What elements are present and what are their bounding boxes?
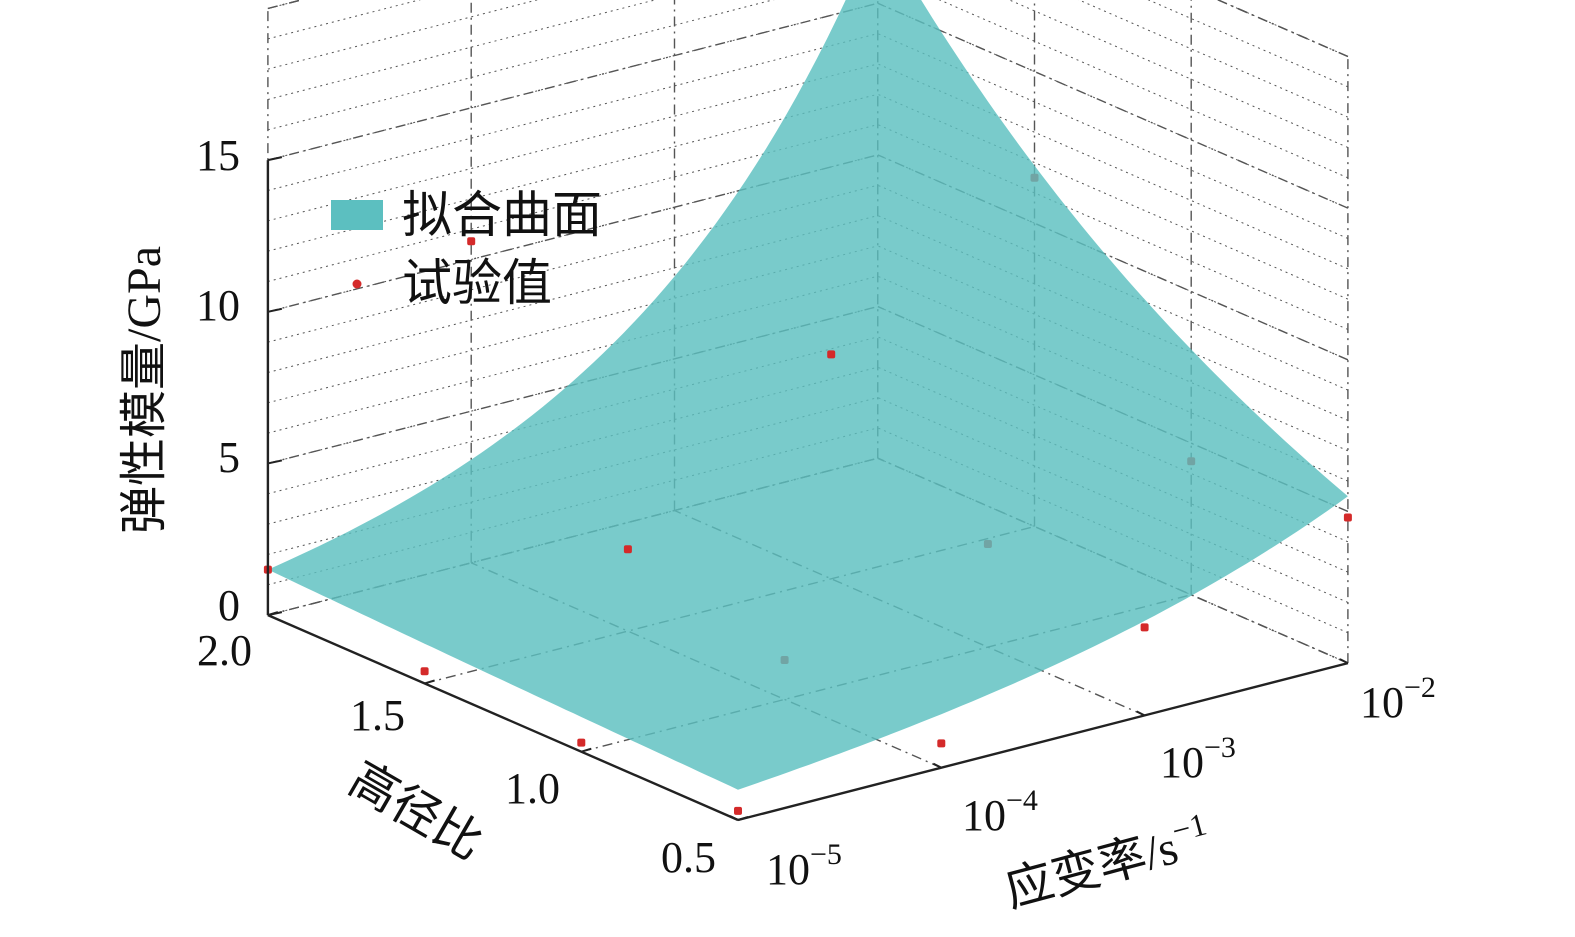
legend-surface-swatch <box>331 200 383 230</box>
test-point <box>827 350 836 359</box>
tick-labels: 0 5 10 15 0.5 1.0 1.5 2.0 10−5 10−4 10−3… <box>196 131 1436 894</box>
test-point <box>623 545 632 554</box>
z-tick-label: 0 <box>218 581 240 630</box>
z-tick <box>267 307 283 313</box>
grid-line <box>1077 0 1349 118</box>
aspect-tick <box>267 611 279 617</box>
grid-line <box>1147 0 1349 88</box>
aspect-tick-label: 1.0 <box>505 764 560 813</box>
rate-tick-label: 10−4 <box>962 784 1038 840</box>
aspect-tick-label: 1.5 <box>350 691 405 740</box>
grid-line <box>267 0 303 9</box>
rate-tick <box>1339 658 1349 664</box>
legend-points-marker <box>352 279 362 289</box>
grid-line <box>1008 0 1349 148</box>
aspect-tick-label: 0.5 <box>661 833 716 882</box>
aspect-axis-label: 高径比 <box>340 753 491 871</box>
rate-tick-label: 10−3 <box>1160 731 1236 787</box>
legend: 拟合曲面 试验值 <box>331 187 602 311</box>
legend-surface-label: 拟合曲面 <box>402 187 602 243</box>
test-point <box>734 806 742 815</box>
grid-line <box>1217 0 1349 57</box>
z-axis-label: 弹性模量/GPa <box>118 246 171 534</box>
surface-patch <box>267 0 1348 790</box>
z-tick-label: 10 <box>196 281 240 330</box>
aspect-tick-label: 2.0 <box>197 626 252 675</box>
rate-axis-label: 应变率/s−1 <box>998 805 1216 917</box>
aspect-axis-line <box>267 613 739 822</box>
z-tick <box>267 459 283 465</box>
test-point <box>420 667 429 676</box>
test-point <box>937 739 946 748</box>
grid-line <box>938 0 1349 179</box>
test-point <box>1140 623 1149 632</box>
test-point <box>467 237 476 246</box>
z-tick <box>267 156 283 162</box>
grid-line <box>267 0 657 100</box>
z-tick-label: 5 <box>218 433 240 482</box>
aspect-tick <box>424 679 435 685</box>
axes <box>266 156 1349 822</box>
grid-line <box>267 0 539 70</box>
rate-axis-line <box>737 661 1349 822</box>
grid-line <box>267 154 878 313</box>
grid-line <box>267 0 304 10</box>
aspect-tick <box>737 816 749 821</box>
grid-line <box>267 2 878 161</box>
grid-line <box>267 0 421 40</box>
fitted-surface <box>267 0 1348 790</box>
rate-tick-label: 10−2 <box>1360 671 1436 727</box>
rate-tick <box>1136 710 1146 717</box>
test-point <box>1343 513 1352 522</box>
aspect-tick <box>581 747 592 753</box>
rate-tick <box>729 815 739 821</box>
legend-points-label: 试验值 <box>402 255 552 311</box>
test-point <box>577 738 586 747</box>
rate-tick <box>932 762 942 769</box>
rate-tick-label: 10−5 <box>766 838 842 894</box>
grid-line <box>877 2 1349 209</box>
box-edge <box>267 0 304 10</box>
z-tick-label: 15 <box>196 131 240 180</box>
grid-line <box>267 0 775 131</box>
